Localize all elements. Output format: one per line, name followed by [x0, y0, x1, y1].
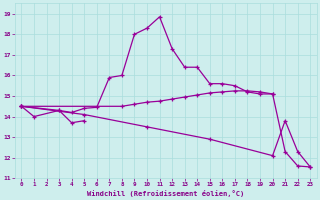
X-axis label: Windchill (Refroidissement éolien,°C): Windchill (Refroidissement éolien,°C) — [87, 190, 244, 197]
